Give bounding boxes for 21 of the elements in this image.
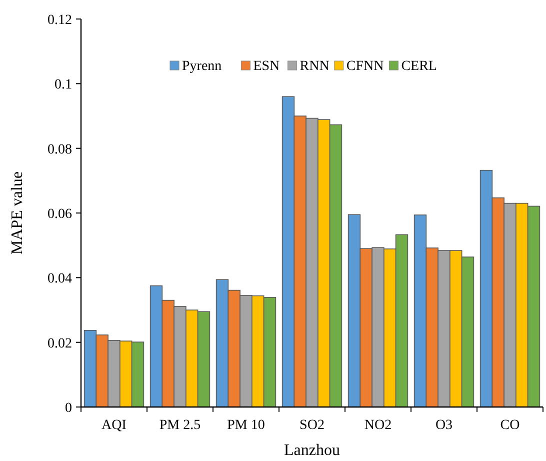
legend-label: CFNN bbox=[346, 59, 384, 74]
legend-label: RNN bbox=[300, 59, 330, 74]
x-tick-label: NO2 bbox=[364, 418, 392, 433]
y-tick-label: 0.1 bbox=[54, 78, 72, 93]
y-tick-label: 0.02 bbox=[48, 336, 72, 352]
x-tick-label: AQI bbox=[102, 418, 127, 433]
y-tick-label: 0 bbox=[65, 401, 72, 416]
y-tick-label: 0.04 bbox=[48, 272, 72, 287]
x-tick-label: PM 10 bbox=[227, 418, 265, 433]
y-tick-label: 0.12 bbox=[48, 13, 72, 28]
y-tick-label: 0.08 bbox=[48, 142, 72, 158]
x-tick-label: O3 bbox=[435, 418, 453, 433]
y-tick-label: 0.06 bbox=[48, 207, 72, 222]
legend-label: CERL bbox=[401, 59, 437, 74]
x-axis-title: Lanzhou bbox=[284, 442, 340, 459]
legend-label: ESN bbox=[253, 59, 280, 74]
y-axis-title: MAPE value bbox=[9, 171, 26, 255]
x-tick-label: SO2 bbox=[300, 418, 324, 433]
legend-label: Pyrenn bbox=[182, 59, 222, 74]
x-tick-label: CO bbox=[500, 418, 520, 433]
x-tick-label: PM 2.5 bbox=[159, 418, 201, 433]
